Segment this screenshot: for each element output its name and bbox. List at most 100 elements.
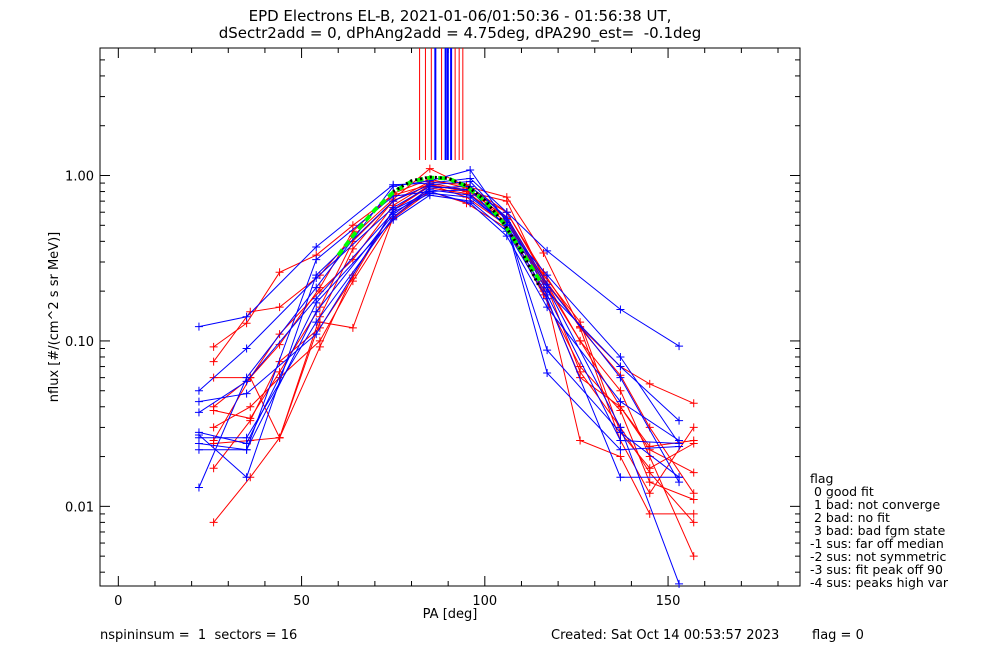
series-line — [213, 182, 695, 494]
data-point-marker — [616, 406, 625, 415]
data-point-marker — [616, 362, 625, 371]
data-point-marker — [675, 416, 684, 425]
data-point-marker — [645, 379, 654, 388]
series-line — [198, 177, 680, 347]
data-point-marker — [209, 342, 218, 351]
data-point-marker — [645, 464, 654, 473]
data-point-marker — [209, 439, 218, 448]
data-point-marker — [312, 318, 321, 327]
y-tick-label: 0.01 — [65, 500, 94, 515]
series-line — [198, 194, 680, 478]
data-point-marker — [242, 377, 251, 386]
data-point-marker — [539, 249, 548, 258]
data-point-marker — [502, 193, 511, 202]
series-line — [213, 184, 695, 523]
series-line — [198, 180, 680, 585]
data-point-marker — [543, 368, 552, 377]
data-point-marker — [645, 489, 654, 498]
data-point-marker — [194, 445, 203, 454]
data-point-marker — [194, 386, 203, 395]
data-point-marker — [209, 357, 218, 366]
data-point-marker — [312, 330, 321, 339]
data-point-marker — [689, 468, 698, 477]
data-point-marker — [576, 436, 585, 445]
data-point-marker — [348, 323, 357, 332]
data-point-marker — [348, 277, 357, 286]
data-point-marker — [616, 386, 625, 395]
legend-item: -3 sus: fit peak off 90 — [810, 562, 943, 577]
data-point-marker — [466, 199, 475, 208]
flag-legend: flag 0 good fit 1 bad: not converge 2 ba… — [810, 472, 948, 589]
data-point-marker — [209, 464, 218, 473]
data-point-marker — [616, 423, 625, 432]
y-axis-label: nflux [#/(cm^2 s sr MeV)] — [47, 232, 62, 402]
x-tick-label: 100 — [472, 594, 497, 609]
data-point-marker — [194, 397, 203, 406]
data-point-marker — [616, 445, 625, 454]
series-line — [213, 168, 695, 495]
data-point-marker — [675, 439, 684, 448]
series-line — [198, 190, 680, 441]
data-point-marker — [689, 495, 698, 504]
legend-title: flag — [810, 471, 834, 486]
data-point-marker — [645, 478, 654, 487]
data-point-marker — [275, 433, 284, 442]
footer-created-timestamp: Created: Sat Oct 14 00:53:57 2023 — [551, 628, 780, 643]
data-point-marker — [209, 402, 218, 411]
x-axis-label: PA [deg] — [423, 607, 478, 622]
data-point-marker — [689, 423, 698, 432]
legend-item: 0 good fit — [810, 484, 874, 499]
data-point-marker — [645, 442, 654, 451]
data-point-marker — [543, 246, 552, 255]
data-point-marker — [312, 271, 321, 280]
data-point-marker — [209, 518, 218, 527]
legend-item: 2 bad: no fit — [810, 510, 890, 525]
data-point-marker — [543, 346, 552, 355]
chart-title-line1: EPD Electrons EL-B, 2021-01-06/01:50:36 … — [248, 7, 672, 25]
data-point-marker — [616, 373, 625, 382]
x-tick-label: 150 — [656, 594, 681, 609]
legend-item: 3 bad: bad fgm state — [810, 523, 946, 538]
y-tick-label: 1.00 — [65, 170, 94, 185]
data-point-marker — [502, 232, 511, 241]
data-point-marker — [246, 416, 255, 425]
data-point-marker — [242, 389, 251, 398]
data-point-marker — [242, 312, 251, 321]
data-point-marker — [689, 552, 698, 561]
data-point-marker — [425, 187, 434, 196]
data-point-marker — [315, 336, 324, 345]
data-point-marker — [576, 336, 585, 345]
data-point-marker — [194, 483, 203, 492]
data-point-marker — [312, 242, 321, 251]
data-point-marker — [312, 255, 321, 264]
data-point-marker — [689, 399, 698, 408]
data-point-marker — [543, 280, 552, 289]
data-point-marker — [194, 408, 203, 417]
data-point-marker — [389, 182, 398, 191]
data-point-marker — [275, 268, 284, 277]
data-point-marker — [242, 344, 251, 353]
data-point-marker — [389, 210, 398, 219]
data-point-marker — [689, 509, 698, 518]
data-point-marker — [616, 397, 625, 406]
series-line — [198, 169, 680, 488]
data-point-marker — [275, 330, 284, 339]
data-point-marker — [616, 305, 625, 314]
series-line — [198, 192, 680, 451]
data-point-marker — [312, 307, 321, 316]
series-line — [198, 185, 680, 444]
data-point-marker — [675, 478, 684, 487]
data-point-marker — [242, 445, 251, 454]
data-point-marker — [616, 436, 625, 445]
data-point-marker — [689, 439, 698, 448]
series-line — [213, 184, 694, 404]
data-point-marker — [616, 452, 625, 461]
series-line — [199, 189, 680, 451]
data-point-marker — [246, 402, 255, 411]
series-line — [198, 185, 680, 483]
data-point-marker — [543, 271, 552, 280]
data-point-marker — [675, 342, 684, 351]
legend-item: 1 bad: not converge — [810, 497, 941, 512]
data-point-marker — [543, 290, 552, 299]
